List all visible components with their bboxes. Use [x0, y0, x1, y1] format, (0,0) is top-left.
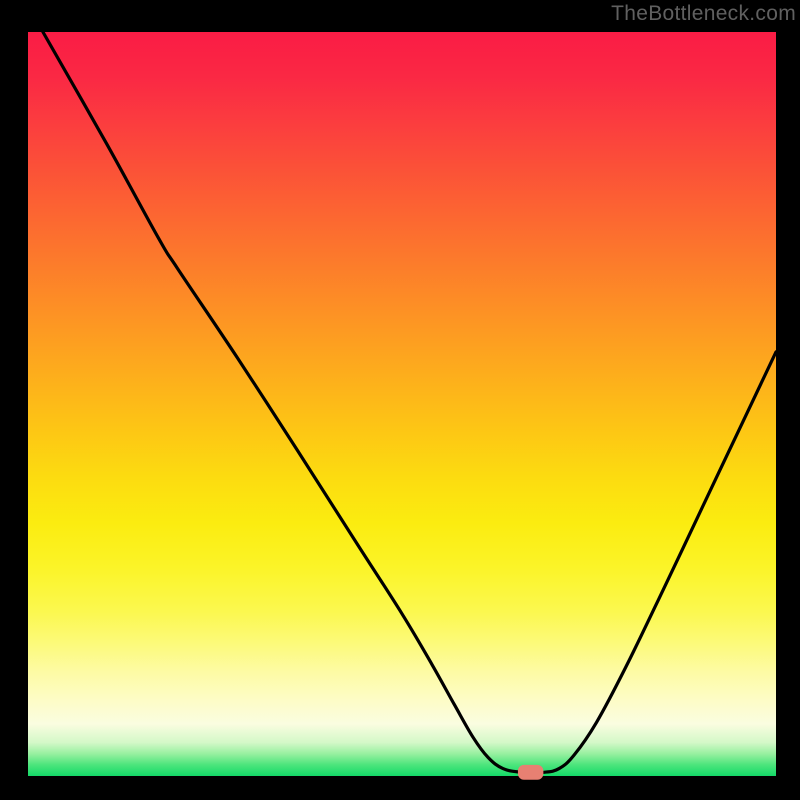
chart-marker	[518, 765, 543, 780]
bottleneck-chart	[0, 0, 800, 800]
chart-plot-background	[28, 32, 776, 776]
watermark-text: TheBottleneck.com	[611, 2, 796, 26]
